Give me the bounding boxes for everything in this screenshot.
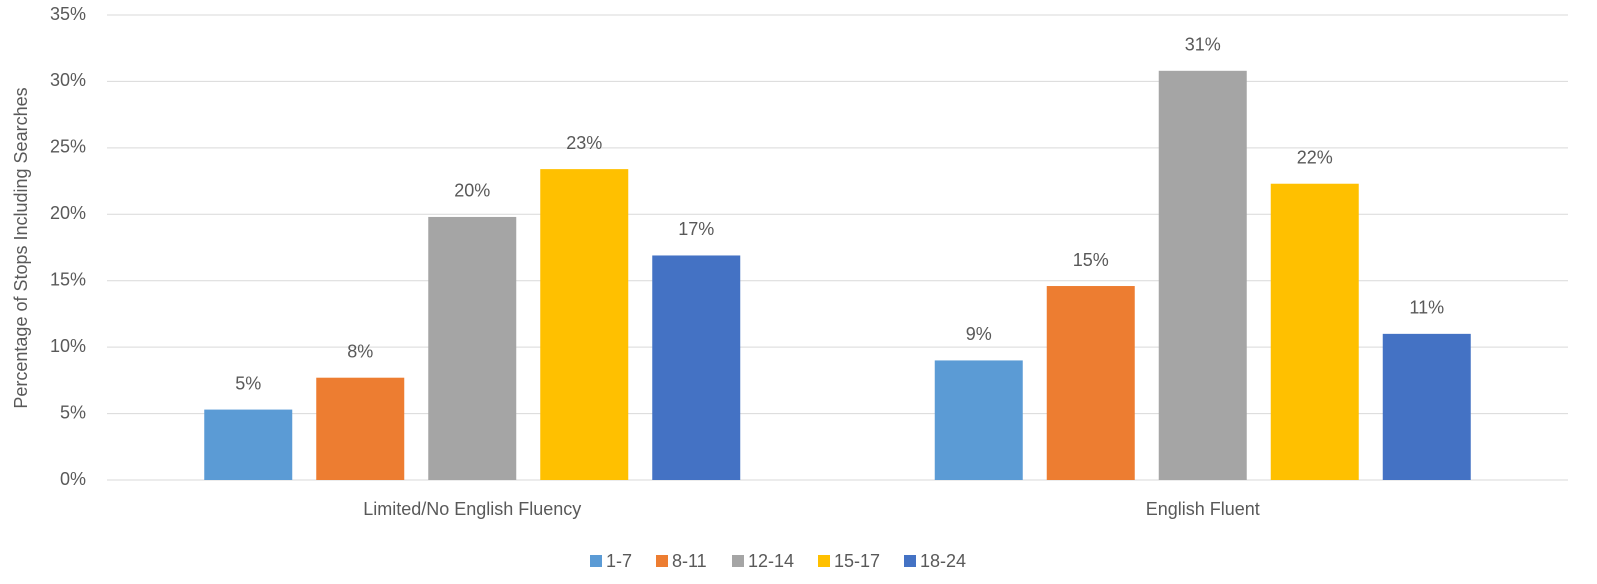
bar	[316, 378, 404, 480]
legend-swatch	[732, 555, 744, 567]
y-tick-label: 0%	[60, 469, 86, 489]
legend-swatch	[656, 555, 668, 567]
bar	[1383, 334, 1471, 480]
bar	[1159, 71, 1247, 480]
bar	[204, 410, 292, 480]
value-label: 11%	[1409, 298, 1444, 318]
legend-swatch	[818, 555, 830, 567]
bar	[540, 169, 628, 480]
y-tick-label: 35%	[50, 4, 86, 24]
bar	[935, 360, 1023, 480]
legend-swatch	[904, 555, 916, 567]
value-label: 17%	[678, 219, 714, 239]
value-label: 22%	[1297, 147, 1333, 167]
y-tick-label: 5%	[60, 402, 86, 422]
y-tick-label: 25%	[50, 137, 86, 157]
bar	[1271, 184, 1359, 480]
y-tick-label: 10%	[50, 336, 86, 356]
y-tick-label: 15%	[50, 269, 86, 289]
x-tick-label: English Fluent	[1146, 499, 1260, 519]
legend-label: 12-14	[748, 551, 794, 571]
bar	[652, 255, 740, 480]
legend-label: 1-7	[606, 551, 632, 571]
y-tick-label: 20%	[50, 203, 86, 223]
bar	[428, 217, 516, 480]
value-label: 23%	[566, 133, 602, 153]
legend-label: 18-24	[920, 551, 966, 571]
bar	[1047, 286, 1135, 480]
y-tick-label: 30%	[50, 70, 86, 90]
value-label: 15%	[1073, 250, 1109, 270]
value-label: 31%	[1185, 35, 1221, 55]
value-label: 9%	[966, 324, 992, 344]
legend-label: 8-11	[672, 551, 707, 571]
value-label: 5%	[235, 373, 261, 393]
value-label: 20%	[454, 181, 490, 201]
x-tick-label: Limited/No English Fluency	[363, 499, 581, 519]
value-label: 8%	[347, 341, 373, 361]
y-axis-label: Percentage of Stops Including Searches	[11, 87, 31, 408]
chart: Percentage of Stops Including Searches 0…	[0, 0, 1597, 584]
legend-swatch	[590, 555, 602, 567]
legend-label: 15-17	[834, 551, 880, 571]
